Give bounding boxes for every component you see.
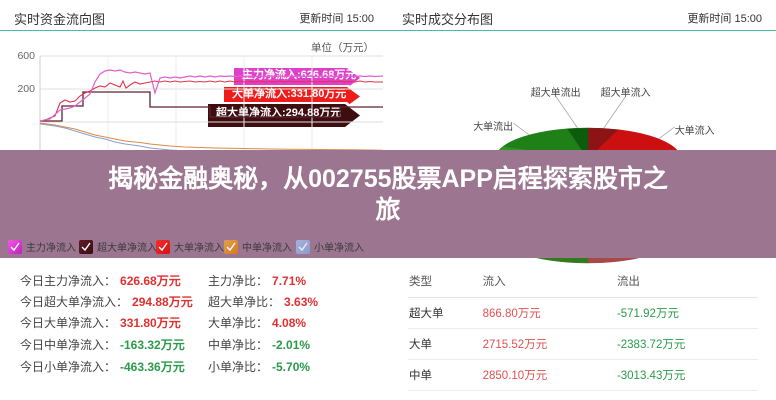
svg-text:600: 600 — [17, 50, 35, 62]
svg-text:200: 200 — [17, 83, 35, 95]
